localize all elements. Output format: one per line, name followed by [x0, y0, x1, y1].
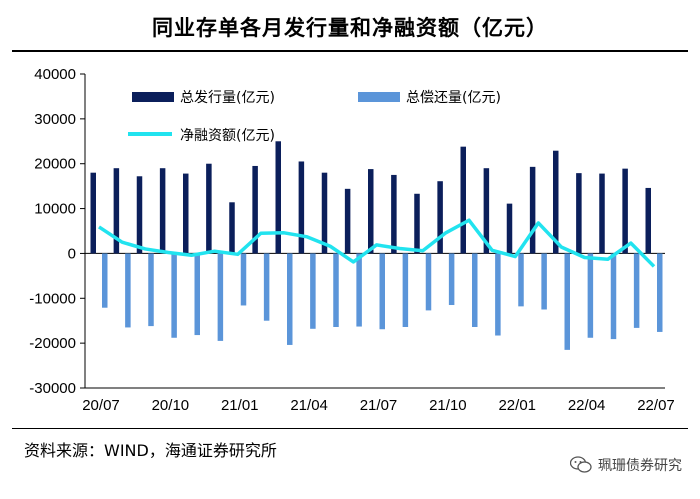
- bar-issuance: [321, 172, 328, 254]
- y-tick-label: 30000: [34, 111, 76, 128]
- bar-issuance: [576, 173, 582, 254]
- bar-issuance: [506, 203, 513, 254]
- chart-area: 40000 30000 20000 10000 0 -10000 -20000 -30000 2…: [29, 66, 674, 414]
- bar-issuance: [252, 165, 258, 254]
- bar-repayment: [310, 253, 316, 329]
- bar-issuance: [90, 172, 96, 254]
- bar-repayment: [425, 253, 432, 311]
- bar-repayment: [333, 253, 339, 327]
- bar-issuance: [622, 168, 628, 254]
- bar-repayment: [495, 253, 501, 336]
- bar-issuance: [136, 176, 143, 254]
- bar-repayment: [564, 253, 570, 350]
- watermark: 珮珊债券研究: [570, 455, 682, 475]
- legend-label-repayment: 总偿还量(亿元): [406, 90, 501, 106]
- y-tick-label: 40000: [34, 66, 76, 83]
- y-tick-label: -10000: [29, 290, 76, 307]
- wechat-icon: [570, 456, 592, 473]
- chart-title: 同业存单各月发行量和净融资额（亿元）: [152, 16, 548, 40]
- y-tick-label: -30000: [29, 380, 76, 397]
- bar-repayment: [402, 253, 409, 327]
- bar-issuance: [414, 193, 420, 254]
- watermark-text: 珮珊债券研究: [598, 458, 682, 474]
- bar-issuance: [460, 146, 466, 254]
- x-tick-label: 20/10: [152, 397, 190, 414]
- x-tick-label: 21/01: [221, 397, 259, 414]
- legend-swatch-repayment: [358, 92, 400, 102]
- x-tick-label: 22/04: [568, 397, 606, 414]
- bar-repayment: [448, 253, 455, 306]
- x-tick-label: 21/07: [360, 397, 398, 414]
- legend: 总发行量(亿元) 总偿还量(亿元) 净融资额(亿元): [128, 90, 501, 144]
- y-tick-label: -20000: [29, 335, 76, 352]
- bar-repayment: [287, 253, 293, 345]
- bar-repayment: [171, 253, 177, 338]
- footer-rule: [12, 428, 688, 429]
- bar-repayment: [217, 253, 224, 341]
- bar-repayment: [356, 253, 362, 327]
- x-tick-label: 20/07: [82, 397, 120, 414]
- legend-label-net: 净融资额(亿元): [180, 128, 275, 144]
- bar-issuance: [113, 168, 120, 254]
- bar-issuance: [529, 166, 536, 254]
- bar-repayment: [633, 253, 640, 328]
- bar-issuance: [391, 174, 397, 254]
- bar-issuance: [206, 163, 212, 254]
- bar-issuance: [645, 187, 651, 254]
- bar-issuance: [437, 181, 443, 254]
- y-tick-label: 0: [68, 245, 76, 262]
- bar-issuance: [229, 202, 235, 254]
- source-note: 资料来源：WIND，海通证券研究所: [24, 441, 277, 460]
- bar-repayment: [518, 253, 524, 307]
- bar-issuance: [159, 168, 166, 254]
- bar-repayment: [240, 253, 247, 306]
- bar-repayment: [263, 253, 270, 321]
- bar-repayment: [148, 253, 154, 327]
- bar-repayment: [379, 253, 385, 330]
- legend-swatch-issuance: [132, 92, 174, 102]
- bar-issuance: [298, 161, 305, 254]
- axes: 40000 30000 20000 10000 0 -10000 -20000 -30000 2…: [29, 66, 674, 414]
- bar-issuance: [599, 173, 605, 254]
- bars: [90, 141, 663, 350]
- bar-repayment: [194, 253, 200, 336]
- title-bar: 同业存单各月发行量和净融资额（亿元）: [0, 0, 700, 52]
- x-tick-label: 22/01: [498, 397, 536, 414]
- net-financing-line: [98, 218, 656, 268]
- bar-issuance: [368, 169, 374, 254]
- bar-repayment: [541, 253, 547, 310]
- x-tick-label: 22/07: [637, 397, 675, 414]
- x-tick-label: 21/10: [429, 397, 467, 414]
- x-tick-label: 21/04: [290, 397, 328, 414]
- bar-issuance: [483, 168, 490, 254]
- bar-repayment: [657, 253, 663, 332]
- legend-label-issuance: 总发行量(亿元): [180, 90, 275, 106]
- net-line: [98, 218, 656, 268]
- bar-issuance: [183, 173, 189, 254]
- bar-issuance: [553, 150, 559, 254]
- bar-issuance: [275, 141, 281, 254]
- bar-repayment: [587, 253, 594, 338]
- bar-repayment: [102, 253, 108, 308]
- title-underline: [12, 50, 688, 52]
- bar-issuance: [344, 188, 351, 254]
- bar-repayment: [610, 253, 617, 340]
- y-tick-label: 20000: [34, 156, 76, 173]
- bar-repayment: [125, 253, 131, 328]
- bar-repayment: [472, 253, 478, 327]
- y-tick-label: 10000: [34, 201, 76, 218]
